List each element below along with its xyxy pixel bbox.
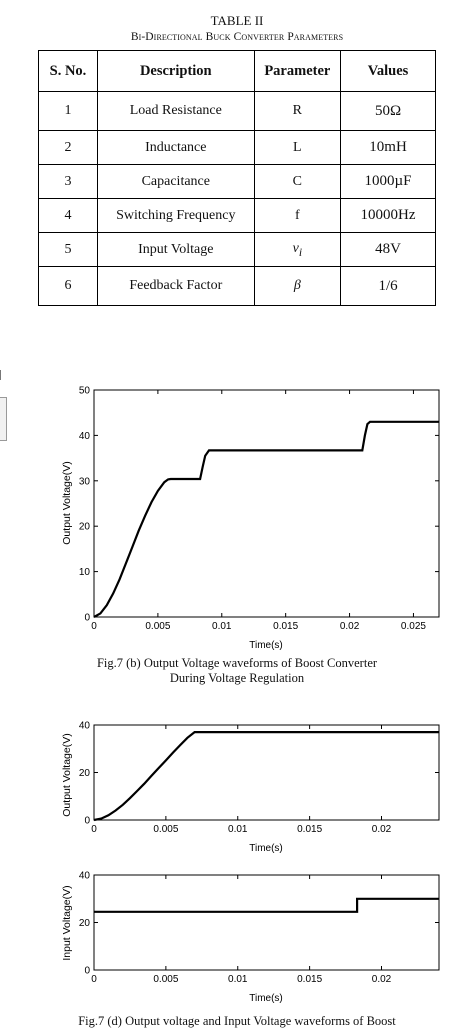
y-tick-label: 10 xyxy=(79,567,91,578)
y-tick-label: 20 xyxy=(79,918,91,929)
table-header-row: S. No. Description Parameter Values xyxy=(38,50,436,92)
cell-description: Capacitance xyxy=(96,164,255,199)
param-symbol: v xyxy=(292,240,299,256)
header-sno: S. No. xyxy=(38,50,98,92)
x-tick-label: 0.015 xyxy=(273,621,298,632)
cell-description: Switching Frequency xyxy=(96,198,255,233)
cell-parameter: f xyxy=(253,198,342,233)
fig7b-chart: 0 0.005 0.01 0.015 0.02 0.025 0 10 20 30 40 50 Time… xyxy=(61,386,440,651)
parameters-table: S. No. Description Parameter Values 1 Lo… xyxy=(38,50,436,306)
cell-sno: 4 xyxy=(38,198,98,233)
chart-frame xyxy=(93,874,440,971)
x-tick-label: 0.01 xyxy=(228,824,248,835)
cell-description: Feedback Factor xyxy=(96,266,255,306)
table-subtitle: Bi-Directional Buck Converter Parameters xyxy=(130,31,344,43)
x-axis-label: Time(s) xyxy=(249,993,283,1004)
y-tick-label: 20 xyxy=(79,768,91,779)
fig7d-caption-line1: Fig.7 (d) Output voltage and Input Volta… xyxy=(78,1014,396,1028)
y-axis-label: Output Voltage(V) xyxy=(61,461,73,544)
table-row: 3 Capacitance C 1000µF xyxy=(38,164,436,199)
y-tick-label: 50 xyxy=(79,386,91,397)
cell-value: 50Ω xyxy=(340,91,436,131)
x-tick-label: 0.005 xyxy=(153,974,178,985)
x-tick-label: 0.01 xyxy=(212,621,232,632)
cell-description: Load Resistance xyxy=(96,91,255,131)
table-row: 6 Feedback Factor β 1/6 xyxy=(38,266,436,306)
x-tick-label: 0.005 xyxy=(153,824,178,835)
cell-sno: 1 xyxy=(38,91,98,131)
cell-sno: 5 xyxy=(38,232,98,267)
x-tick-label: 0 xyxy=(91,974,97,985)
cell-value: 48V xyxy=(340,232,436,267)
y-tick-label: 40 xyxy=(79,871,91,882)
y-axis-label: Output Voltage(V) xyxy=(61,733,73,816)
fig7b-caption-line1: Fig.7 (b) Output Voltage waveforms of Bo… xyxy=(96,656,378,670)
x-tick-label: 0 xyxy=(91,824,97,835)
output-voltage-line xyxy=(93,731,439,822)
x-tick-label: 0.01 xyxy=(228,974,248,985)
table-row: 4 Switching Frequency f 10000Hz xyxy=(38,198,436,233)
x-tick-label: 0 xyxy=(91,621,97,632)
x-axis-label: Time(s) xyxy=(249,843,283,854)
y-tick-label: 0 xyxy=(84,816,90,827)
x-tick-label: 0.015 xyxy=(297,974,322,985)
chart-ticks: 0 0.005 0.01 0.015 0.02 0 20 40 xyxy=(79,721,439,835)
y-tick-label: 0 xyxy=(84,613,90,624)
cell-parameter: L xyxy=(253,130,342,165)
chart-frame xyxy=(93,724,440,821)
y-tick-label: 40 xyxy=(79,431,91,442)
x-tick-label: 0.005 xyxy=(145,621,170,632)
table-title: TABLE II xyxy=(210,13,264,28)
fig7d-output-chart: 0 0.005 0.01 0.015 0.02 0 20 40 Time(s) Output … xyxy=(61,721,440,854)
cell-parameter: vi xyxy=(253,232,342,267)
cell-value: 10000Hz xyxy=(340,198,436,233)
chart-frame xyxy=(93,389,440,618)
page-edge-box xyxy=(0,397,7,441)
cell-parameter: C xyxy=(253,164,342,199)
x-axis-label: Time(s) xyxy=(249,640,283,651)
cell-description: Inductance xyxy=(96,130,255,165)
fig7d-input-chart: 0 0.005 0.01 0.015 0.02 0 20 40 Time(s) Input V… xyxy=(61,871,440,1004)
y-tick-label: 0 xyxy=(84,966,90,977)
table-row: 2 Inductance L 10mH xyxy=(38,130,436,165)
cell-sno: 6 xyxy=(38,266,98,306)
cell-value: 1/6 xyxy=(340,266,436,306)
y-tick-label: 40 xyxy=(79,721,91,732)
x-tick-label: 0.02 xyxy=(372,824,392,835)
header-values: Values xyxy=(340,50,436,92)
y-axis-label: Input Voltage(V) xyxy=(61,885,73,960)
output-voltage-line xyxy=(93,420,439,618)
cell-description: Input Voltage xyxy=(96,232,255,267)
cell-value: 1000µF xyxy=(340,164,436,199)
page-edge-mark xyxy=(0,370,3,380)
table-row: 1 Load Resistance R 50Ω xyxy=(38,91,436,131)
chart-ticks: 0 0.005 0.01 0.015 0.02 0 20 40 xyxy=(79,871,439,985)
header-description: Description xyxy=(96,50,255,92)
x-tick-label: 0.025 xyxy=(401,621,426,632)
table-row: 5 Input Voltage vi 48V xyxy=(38,232,436,267)
fig7b-caption-line2: During Voltage Regulation xyxy=(169,671,305,685)
x-tick-label: 0.02 xyxy=(372,974,392,985)
y-tick-label: 30 xyxy=(79,476,91,487)
cell-sno: 3 xyxy=(38,164,98,199)
chart-ticks: 0 0.005 0.01 0.015 0.02 0.025 0 10 20 30 40 50 xyxy=(79,386,439,632)
cell-parameter: β xyxy=(253,266,342,306)
x-tick-label: 0.015 xyxy=(297,824,322,835)
input-voltage-line xyxy=(94,897,439,913)
x-tick-label: 0.02 xyxy=(340,621,360,632)
header-parameter: Parameter xyxy=(253,50,342,92)
y-tick-label: 20 xyxy=(79,522,91,533)
param-subscript: i xyxy=(298,245,303,259)
cell-parameter: R xyxy=(253,91,342,131)
cell-sno: 2 xyxy=(38,130,98,165)
cell-value: 10mH xyxy=(340,130,436,165)
